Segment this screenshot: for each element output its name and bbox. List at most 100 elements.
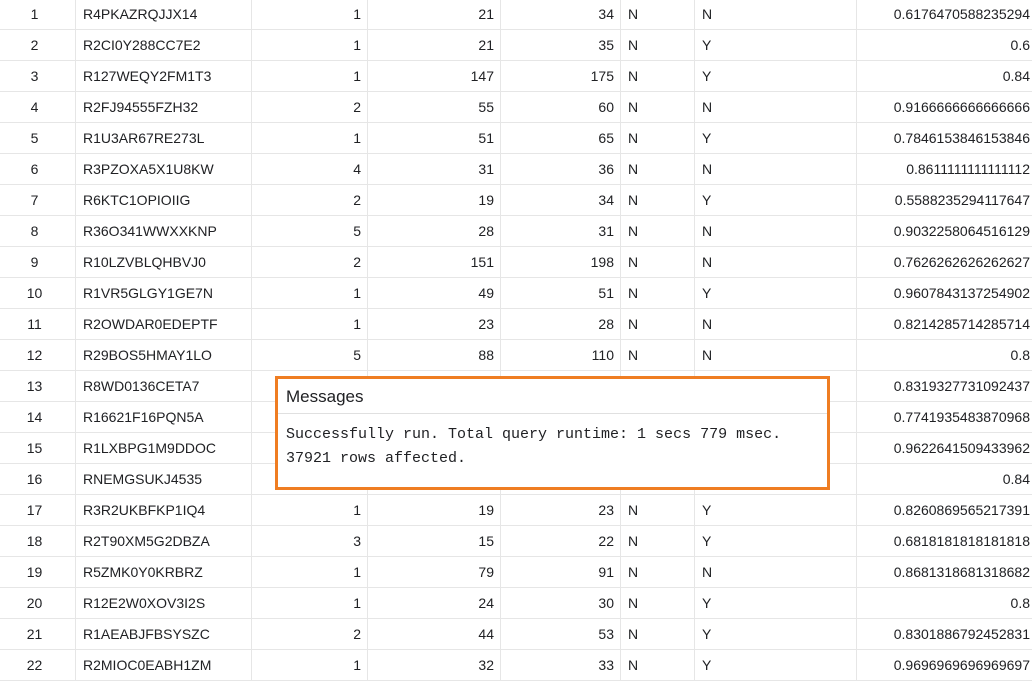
ratio-cell[interactable]: 0.6818181818181818 bbox=[893, 533, 1030, 549]
ratio-cell[interactable]: 0.9166666666666666 bbox=[893, 99, 1030, 115]
col-c-cell[interactable]: 34 bbox=[501, 185, 621, 215]
flag-2-cell[interactable] bbox=[695, 371, 857, 401]
col-c-cell[interactable]: 23 bbox=[501, 495, 621, 525]
flag-2-cell[interactable]: Y bbox=[695, 495, 857, 525]
col-b-cell[interactable]: 49 bbox=[368, 278, 501, 308]
table-row[interactable]: 12 R29BOS5HMAY1LO 5 88 110 N N 0.8 bbox=[0, 340, 1032, 371]
col-b-cell[interactable]: 21 bbox=[368, 30, 501, 60]
row-number-cell[interactable]: 12 bbox=[0, 340, 76, 370]
review-id-cell[interactable]: R36O341WWXXKNP bbox=[76, 216, 252, 246]
ratio-cell[interactable]: 0.8 bbox=[1010, 347, 1030, 363]
flag-2-cell[interactable]: Y bbox=[695, 30, 857, 60]
row-number-cell[interactable]: 16 bbox=[0, 464, 76, 494]
row-number-cell[interactable]: 9 bbox=[0, 247, 76, 277]
flag-1-cell[interactable]: N bbox=[621, 495, 695, 525]
col-c-cell[interactable]: 30 bbox=[501, 588, 621, 618]
review-id-cell[interactable]: R8WD0136CETA7 bbox=[76, 371, 252, 401]
flag-1-cell[interactable]: N bbox=[621, 216, 695, 246]
col-a-cell[interactable]: 1 bbox=[252, 61, 368, 91]
row-number-cell[interactable]: 22 bbox=[0, 650, 76, 680]
col-a-cell[interactable]: 1 bbox=[252, 650, 368, 680]
row-number-cell[interactable]: 2 bbox=[0, 30, 76, 60]
col-a-cell[interactable]: 1 bbox=[252, 278, 368, 308]
row-number-cell[interactable]: 13 bbox=[0, 371, 76, 401]
table-row[interactable]: 6 R3PZOXA5X1U8KW 4 31 36 N N 0.8611111111111112 bbox=[0, 154, 1032, 185]
flag-1-cell[interactable]: N bbox=[621, 30, 695, 60]
col-c-cell[interactable]: 34 bbox=[501, 0, 621, 29]
col-b-cell[interactable]: 21 bbox=[368, 0, 501, 29]
flag-1-cell[interactable]: N bbox=[621, 0, 695, 29]
table-row[interactable]: 19 R5ZMK0Y0KRBRZ 1 79 91 N N 0.8681318681318682 bbox=[0, 557, 1032, 588]
review-id-cell[interactable]: R29BOS5HMAY1LO bbox=[76, 340, 252, 370]
col-a-cell[interactable]: 1 bbox=[252, 495, 368, 525]
ratio-cell[interactable]: 0.5588235294117647 bbox=[894, 192, 1030, 208]
flag-1-cell[interactable]: N bbox=[621, 309, 695, 339]
row-number-cell[interactable]: 7 bbox=[0, 185, 76, 215]
table-row[interactable]: 9 R10LZVBLQHBVJ0 2 151 198 N N 0.76262626262626… bbox=[0, 247, 1032, 278]
ratio-cell[interactable]: 0.8 bbox=[1010, 595, 1030, 611]
row-number-cell[interactable]: 18 bbox=[0, 526, 76, 556]
review-id-cell[interactable]: R1AEABJFBSYSZC bbox=[76, 619, 252, 649]
row-number-cell[interactable]: 3 bbox=[0, 61, 76, 91]
ratio-cell[interactable]: 0.9696969696969697 bbox=[893, 657, 1030, 673]
flag-2-cell[interactable]: N bbox=[695, 309, 857, 339]
flag-2-cell[interactable]: Y bbox=[695, 526, 857, 556]
flag-2-cell[interactable]: N bbox=[695, 92, 857, 122]
flag-2-cell[interactable] bbox=[695, 402, 857, 432]
flag-2-cell[interactable]: N bbox=[695, 154, 857, 184]
table-row[interactable]: 3 R127WEQY2FM1T3 1 147 175 N Y 0.84 bbox=[0, 61, 1032, 92]
ratio-cell[interactable]: 0.6176470588235294 bbox=[893, 6, 1030, 22]
col-b-cell[interactable]: 44 bbox=[368, 619, 501, 649]
col-b-cell[interactable]: 31 bbox=[368, 154, 501, 184]
flag-2-cell[interactable] bbox=[695, 433, 857, 463]
row-number-cell[interactable]: 6 bbox=[0, 154, 76, 184]
review-id-cell[interactable]: R12E2W0XOV3I2S bbox=[76, 588, 252, 618]
flag-2-cell[interactable]: N bbox=[695, 557, 857, 587]
table-row[interactable]: 8 R36O341WWXXKNP 5 28 31 N N 0.9032258064516129 bbox=[0, 216, 1032, 247]
ratio-cell[interactable]: 0.84 bbox=[1002, 68, 1030, 84]
table-row[interactable]: 11 R2OWDAR0EDEPTF 1 23 28 N N 0.821428571428571… bbox=[0, 309, 1032, 340]
col-c-cell[interactable]: 110 bbox=[501, 340, 621, 370]
col-a-cell[interactable]: 5 bbox=[252, 216, 368, 246]
col-a-cell[interactable]: 2 bbox=[252, 185, 368, 215]
ratio-cell[interactable]: 0.6 bbox=[1010, 37, 1030, 53]
col-c-cell[interactable]: 35 bbox=[501, 30, 621, 60]
col-a-cell[interactable]: 5 bbox=[252, 340, 368, 370]
col-c-cell[interactable]: 22 bbox=[501, 526, 621, 556]
ratio-cell[interactable]: 0.8214285714285714 bbox=[893, 316, 1030, 332]
ratio-cell[interactable]: 0.8681318681318682 bbox=[893, 564, 1030, 580]
row-number-cell[interactable]: 20 bbox=[0, 588, 76, 618]
table-row[interactable]: 7 R6KTC1OPIOIIG 2 19 34 N Y 0.5588235294117647 bbox=[0, 185, 1032, 216]
ratio-cell[interactable]: 0.7741935483870968 bbox=[893, 409, 1030, 425]
ratio-cell[interactable]: 0.7846153846153846 bbox=[893, 130, 1030, 146]
review-id-cell[interactable]: R127WEQY2FM1T3 bbox=[76, 61, 252, 91]
col-b-cell[interactable]: 88 bbox=[368, 340, 501, 370]
col-a-cell[interactable]: 1 bbox=[252, 309, 368, 339]
ratio-cell[interactable]: 0.7626262626262627 bbox=[893, 254, 1030, 270]
flag-2-cell[interactable]: Y bbox=[695, 278, 857, 308]
flag-2-cell[interactable]: N bbox=[695, 340, 857, 370]
flag-2-cell[interactable]: Y bbox=[695, 61, 857, 91]
row-number-cell[interactable]: 4 bbox=[0, 92, 76, 122]
flag-1-cell[interactable]: N bbox=[621, 340, 695, 370]
flag-1-cell[interactable]: N bbox=[621, 526, 695, 556]
col-b-cell[interactable]: 55 bbox=[368, 92, 501, 122]
flag-2-cell[interactable]: Y bbox=[695, 650, 857, 680]
flag-2-cell[interactable]: N bbox=[695, 247, 857, 277]
ratio-cell[interactable]: 0.84 bbox=[1002, 471, 1030, 487]
col-a-cell[interactable]: 2 bbox=[252, 247, 368, 277]
col-c-cell[interactable]: 65 bbox=[501, 123, 621, 153]
col-a-cell[interactable]: 2 bbox=[252, 619, 368, 649]
flag-1-cell[interactable]: N bbox=[621, 588, 695, 618]
col-c-cell[interactable]: 36 bbox=[501, 154, 621, 184]
flag-2-cell[interactable]: N bbox=[695, 0, 857, 29]
col-c-cell[interactable]: 33 bbox=[501, 650, 621, 680]
flag-1-cell[interactable]: N bbox=[621, 185, 695, 215]
col-b-cell[interactable]: 15 bbox=[368, 526, 501, 556]
col-b-cell[interactable]: 147 bbox=[368, 61, 501, 91]
row-number-cell[interactable]: 14 bbox=[0, 402, 76, 432]
review-id-cell[interactable]: R16621F16PQN5A bbox=[76, 402, 252, 432]
ratio-cell[interactable]: 0.9622641509433962 bbox=[893, 440, 1030, 456]
table-row[interactable]: 16 RNEMGSUKJ4535 0.84 bbox=[0, 464, 1032, 495]
col-b-cell[interactable]: 24 bbox=[368, 588, 501, 618]
